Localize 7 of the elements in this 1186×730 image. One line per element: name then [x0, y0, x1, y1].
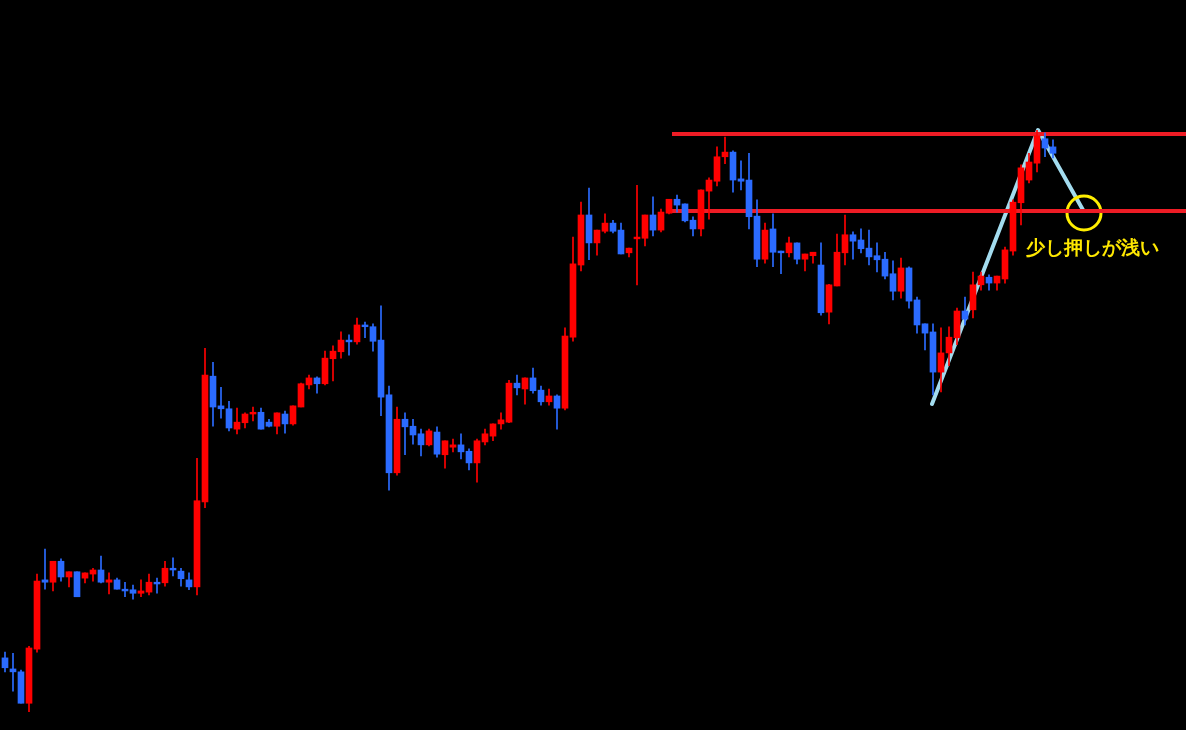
annotation: 少し押しが浅い — [1025, 235, 1159, 258]
candlestick — [873, 242, 881, 273]
candlestick — [449, 438, 457, 453]
candlestick — [41, 548, 49, 590]
candlestick — [737, 160, 745, 191]
candlestick — [137, 579, 145, 598]
candlestick — [105, 572, 113, 595]
